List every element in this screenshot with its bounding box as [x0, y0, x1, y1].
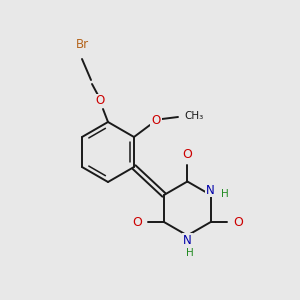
- Text: CH₃: CH₃: [184, 111, 204, 121]
- Text: O: O: [95, 94, 105, 107]
- Text: O: O: [233, 215, 243, 229]
- Text: O: O: [152, 115, 160, 128]
- Text: O: O: [132, 215, 142, 229]
- Text: Br: Br: [75, 38, 88, 52]
- Text: H: H: [187, 248, 194, 259]
- Text: O: O: [182, 148, 192, 161]
- Text: N: N: [183, 234, 192, 247]
- Text: N: N: [206, 184, 215, 196]
- Text: H: H: [221, 189, 229, 199]
